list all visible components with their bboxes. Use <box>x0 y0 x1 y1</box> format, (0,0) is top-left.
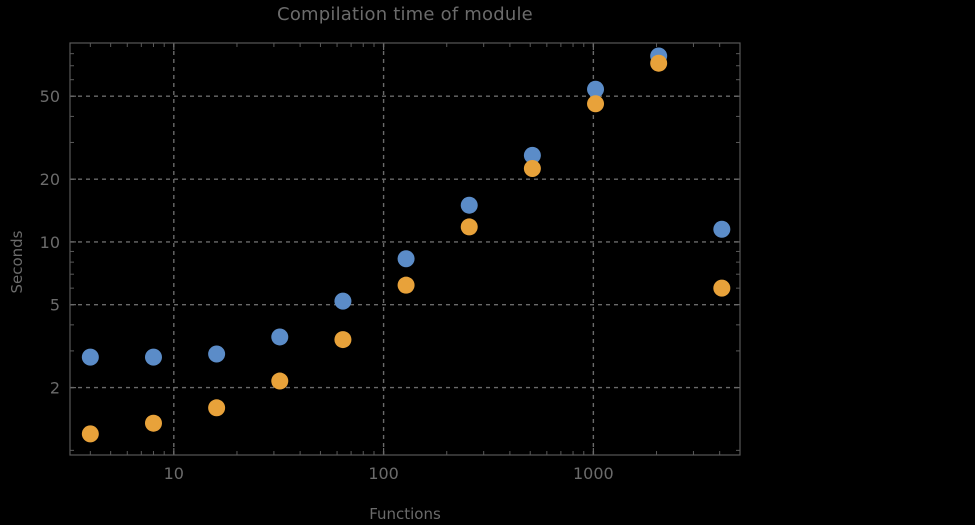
y-tick-label: 10 <box>40 233 60 252</box>
chart-title: Compilation time of module <box>277 4 533 25</box>
data-point <box>460 196 478 214</box>
plot-frame <box>69 42 741 456</box>
data-point <box>271 328 289 346</box>
data-point <box>460 218 478 236</box>
data-points-layer <box>81 47 731 443</box>
y-tick-label: 20 <box>40 170 60 189</box>
data-point <box>334 292 352 310</box>
data-point <box>334 331 352 349</box>
gridlines-layer <box>70 43 740 455</box>
x-tick-label: 100 <box>368 464 399 483</box>
y-tick-label: 2 <box>50 379 60 398</box>
data-point <box>397 276 415 294</box>
y-tick-label: 5 <box>50 296 60 315</box>
data-point <box>587 95 605 113</box>
data-point <box>208 345 226 363</box>
x-tick-label: 1000 <box>573 464 614 483</box>
ticks-layer <box>70 42 741 455</box>
data-point <box>144 414 162 432</box>
y-tick-label: 50 <box>40 87 60 106</box>
data-point <box>208 399 226 417</box>
data-point <box>81 425 99 443</box>
x-axis-label: Functions <box>369 505 441 523</box>
y-axis-label: Seconds <box>8 230 26 293</box>
data-point <box>523 160 541 177</box>
data-point <box>81 348 99 366</box>
data-point <box>587 80 605 98</box>
data-point <box>397 250 415 268</box>
data-point <box>271 372 289 390</box>
data-point <box>713 220 731 238</box>
x-tick-label: 10 <box>164 464 184 483</box>
data-point <box>523 146 541 164</box>
data-point <box>713 279 731 297</box>
data-point <box>144 348 162 366</box>
data-point <box>650 54 668 72</box>
tick-labels-layer: 2 5 10 20 50 10 100 1000 <box>40 87 614 483</box>
